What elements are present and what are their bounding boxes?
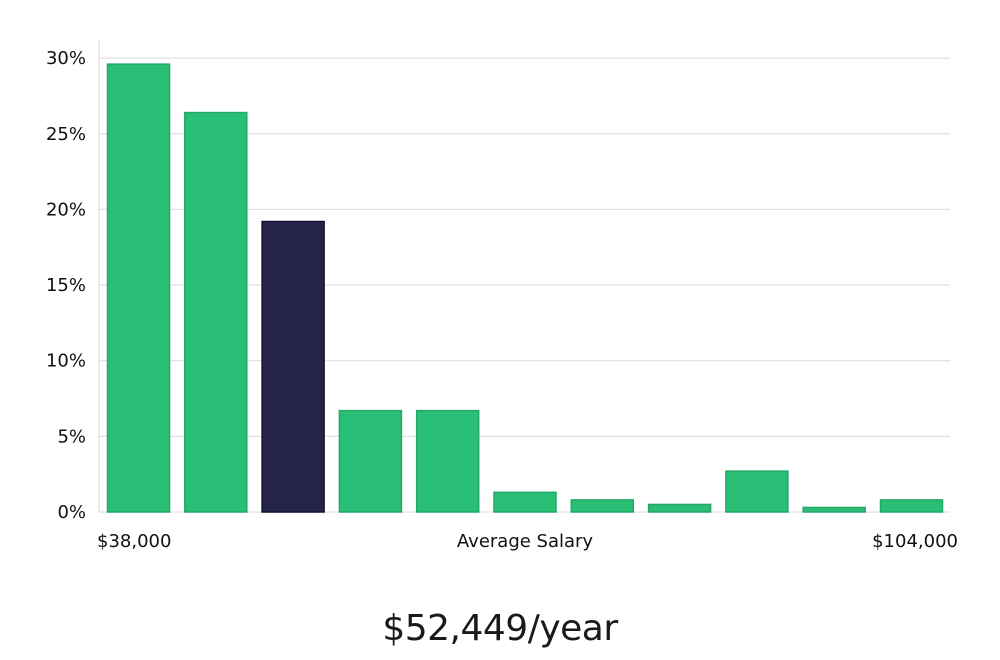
bar — [493, 491, 557, 513]
y-tick-label: 0% — [57, 502, 86, 523]
bar — [415, 409, 480, 513]
bar — [879, 499, 944, 513]
bars — [106, 63, 944, 513]
y-tick-label: 10% — [46, 351, 86, 372]
bar — [647, 503, 712, 513]
x-min-label: $38,000 — [97, 531, 171, 552]
salary-histogram: 0% 5% 10% 15% 20% 25% 30% $38,000 Average Sala… — [46, 40, 958, 552]
y-tick-label: 30% — [46, 48, 86, 69]
bar — [338, 409, 403, 513]
bar — [184, 111, 248, 513]
bar — [725, 470, 789, 513]
y-tick-label: 15% — [46, 275, 86, 296]
bar — [106, 63, 171, 513]
y-tick-label: 5% — [57, 426, 86, 447]
bar — [570, 499, 635, 513]
y-axis-ticks: 0% 5% 10% 15% 20% 25% 30% — [46, 48, 86, 523]
x-max-label: $104,000 — [872, 531, 958, 552]
average-salary: $52,449/year — [382, 608, 618, 649]
y-tick-label: 20% — [46, 199, 86, 220]
y-tick-label: 25% — [46, 124, 86, 145]
x-axis-title: Average Salary — [457, 531, 594, 552]
bar-highlighted — [261, 220, 325, 513]
bar — [802, 506, 866, 513]
